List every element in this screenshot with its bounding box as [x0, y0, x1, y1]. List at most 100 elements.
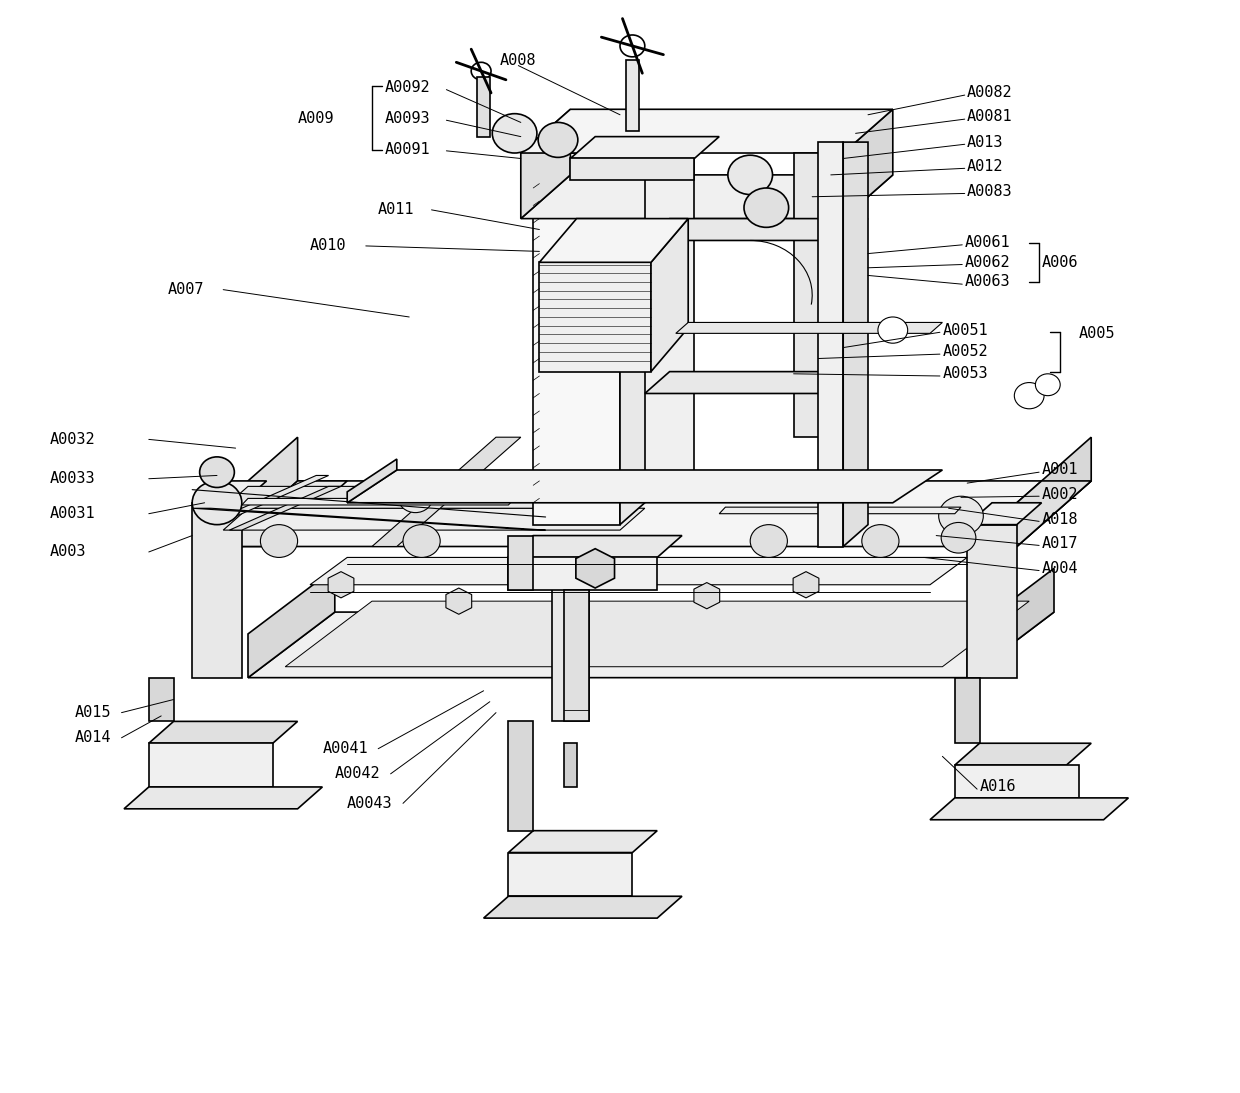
Polygon shape — [967, 481, 1091, 546]
Polygon shape — [539, 262, 651, 372]
Text: A011: A011 — [378, 202, 414, 218]
Polygon shape — [484, 896, 682, 918]
Text: A0031: A0031 — [50, 506, 95, 521]
Polygon shape — [818, 142, 843, 546]
Polygon shape — [223, 481, 347, 546]
Polygon shape — [552, 546, 589, 721]
Polygon shape — [521, 109, 570, 219]
Polygon shape — [575, 549, 615, 588]
Circle shape — [939, 496, 983, 536]
Text: A0032: A0032 — [50, 432, 95, 447]
Polygon shape — [955, 678, 980, 743]
Polygon shape — [676, 322, 942, 333]
Text: A0091: A0091 — [384, 142, 430, 157]
Text: A0041: A0041 — [322, 741, 368, 756]
Polygon shape — [620, 153, 670, 525]
Text: A0082: A0082 — [967, 85, 1013, 101]
Polygon shape — [242, 498, 515, 505]
Polygon shape — [955, 765, 1079, 798]
Polygon shape — [329, 572, 353, 598]
Polygon shape — [508, 536, 682, 557]
Polygon shape — [967, 568, 1054, 678]
Text: A0063: A0063 — [965, 274, 1011, 290]
Text: A002: A002 — [1042, 486, 1078, 502]
Polygon shape — [223, 481, 1091, 546]
Polygon shape — [192, 503, 242, 678]
Polygon shape — [223, 486, 645, 508]
Polygon shape — [570, 137, 719, 158]
Text: A005: A005 — [1079, 326, 1115, 341]
Text: A014: A014 — [74, 730, 110, 745]
Text: A010: A010 — [310, 238, 346, 254]
Polygon shape — [508, 853, 632, 896]
Circle shape — [744, 188, 789, 227]
Polygon shape — [930, 798, 1128, 820]
Polygon shape — [539, 219, 688, 262]
Polygon shape — [248, 568, 335, 678]
Polygon shape — [533, 153, 620, 525]
Polygon shape — [521, 109, 893, 153]
Text: A0043: A0043 — [347, 796, 393, 811]
Circle shape — [728, 155, 773, 195]
Text: A0093: A0093 — [384, 110, 430, 126]
Text: A0042: A0042 — [335, 766, 381, 781]
Polygon shape — [508, 831, 657, 853]
Polygon shape — [645, 219, 868, 240]
Text: A012: A012 — [967, 158, 1003, 174]
Text: A008: A008 — [500, 52, 537, 68]
Circle shape — [1035, 374, 1060, 396]
Polygon shape — [645, 153, 694, 481]
Polygon shape — [248, 612, 1054, 678]
Polygon shape — [967, 503, 1042, 525]
Polygon shape — [192, 481, 267, 503]
Polygon shape — [508, 557, 657, 590]
Polygon shape — [285, 601, 1029, 667]
Polygon shape — [564, 590, 589, 721]
Circle shape — [750, 525, 787, 557]
Text: A0092: A0092 — [384, 80, 430, 95]
Text: A0061: A0061 — [965, 235, 1011, 250]
Circle shape — [862, 525, 899, 557]
Polygon shape — [477, 77, 490, 137]
Text: A0053: A0053 — [942, 366, 988, 381]
Polygon shape — [843, 109, 893, 219]
Circle shape — [492, 114, 537, 153]
Polygon shape — [229, 486, 341, 530]
Text: A0081: A0081 — [967, 109, 1013, 125]
Text: A013: A013 — [967, 134, 1003, 150]
Polygon shape — [446, 588, 471, 614]
Polygon shape — [794, 572, 818, 598]
Polygon shape — [217, 475, 329, 519]
Polygon shape — [626, 60, 639, 131]
Polygon shape — [521, 175, 893, 219]
Text: A017: A017 — [1042, 536, 1078, 551]
Polygon shape — [149, 678, 174, 721]
Polygon shape — [192, 508, 546, 530]
Polygon shape — [347, 470, 942, 503]
Polygon shape — [967, 525, 1017, 678]
Text: A015: A015 — [74, 705, 110, 720]
Text: A0052: A0052 — [942, 344, 988, 360]
Circle shape — [471, 62, 491, 80]
Text: A018: A018 — [1042, 512, 1078, 527]
Polygon shape — [223, 508, 645, 530]
Polygon shape — [843, 142, 868, 546]
Text: A0033: A0033 — [50, 471, 95, 486]
Text: A006: A006 — [1042, 255, 1078, 270]
Polygon shape — [223, 437, 298, 546]
Text: A007: A007 — [167, 282, 203, 297]
Circle shape — [1014, 383, 1044, 409]
Text: A0083: A0083 — [967, 184, 1013, 199]
Polygon shape — [570, 158, 694, 180]
Polygon shape — [347, 459, 397, 503]
Polygon shape — [149, 743, 273, 787]
Polygon shape — [1017, 437, 1091, 546]
Circle shape — [403, 525, 440, 557]
Polygon shape — [508, 536, 533, 590]
Polygon shape — [651, 219, 688, 372]
Polygon shape — [719, 507, 961, 514]
Text: A009: A009 — [298, 110, 334, 126]
Circle shape — [260, 525, 298, 557]
Polygon shape — [124, 787, 322, 809]
Text: A0051: A0051 — [942, 322, 988, 338]
